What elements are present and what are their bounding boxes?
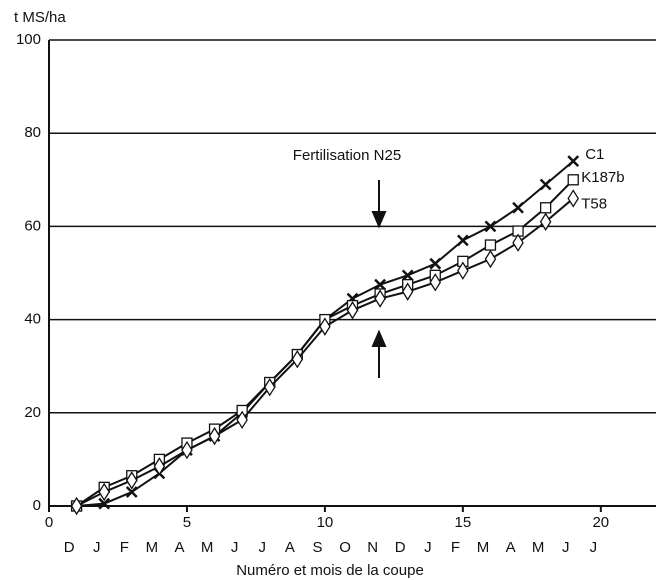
month-label: J	[590, 539, 598, 556]
marker	[539, 202, 552, 214]
y-tick-label: 80	[24, 124, 41, 141]
marker	[429, 257, 442, 270]
month-label: D	[395, 539, 406, 556]
marker	[484, 220, 497, 233]
y-axis-label: t MS/ha	[14, 9, 66, 26]
marker	[512, 201, 524, 214]
month-label: F	[120, 539, 129, 556]
arrows	[371, 180, 387, 378]
marker	[98, 482, 110, 502]
marker	[539, 212, 552, 231]
marker	[263, 377, 276, 397]
x-tick-label: 15	[455, 514, 472, 531]
series-label: C1	[585, 146, 604, 163]
marker	[567, 189, 579, 208]
marker	[484, 249, 497, 269]
marker	[401, 282, 414, 301]
marker	[567, 174, 579, 186]
series-label: T58	[581, 195, 607, 212]
marker	[346, 301, 359, 320]
month-label: A	[285, 539, 295, 556]
marker	[153, 457, 166, 476]
month-label: J	[93, 539, 101, 556]
x-tick-label: 0	[45, 514, 53, 531]
y-tick-label: 60	[24, 217, 41, 234]
month-label: N	[367, 539, 378, 556]
series: C1	[70, 146, 604, 512]
month-label: M	[146, 539, 159, 556]
y-tick-label: 100	[16, 31, 41, 48]
marker	[484, 239, 497, 251]
month-label: A	[506, 539, 516, 556]
month-label: O	[339, 539, 351, 556]
marker	[567, 155, 580, 168]
month-label: J	[231, 539, 239, 556]
y-tick-label: 40	[24, 311, 41, 328]
marker	[374, 289, 386, 308]
marker	[236, 410, 248, 430]
month-label: M	[477, 539, 490, 556]
month-label: J	[424, 539, 432, 556]
month-label: J	[259, 539, 267, 556]
month-label: M	[201, 539, 214, 556]
marker	[457, 261, 469, 280]
marker	[208, 426, 221, 446]
marker	[512, 233, 524, 252]
x-tick-label: 10	[317, 514, 334, 531]
month-label: M	[532, 539, 545, 556]
month-label: J	[562, 539, 570, 556]
y-tick-label: 0	[33, 497, 41, 514]
month-label: S	[312, 539, 322, 556]
marker	[70, 496, 83, 516]
marker	[429, 273, 442, 292]
marker	[539, 178, 552, 191]
x-tick-label: 20	[592, 514, 609, 531]
series-label: K187b	[581, 169, 624, 186]
series: T58	[70, 189, 607, 516]
marker	[319, 317, 331, 336]
month-label: D	[64, 539, 75, 556]
line	[76, 197, 574, 507]
marker	[126, 471, 138, 490]
annotation: Fertilisation N25	[293, 147, 401, 164]
marker	[456, 234, 469, 247]
marker	[374, 278, 386, 291]
marker	[98, 497, 111, 510]
y-tick-label: 20	[24, 404, 41, 421]
marker	[125, 486, 138, 498]
month-label: F	[451, 539, 460, 556]
x-tick-label: 5	[183, 514, 191, 531]
marker	[181, 440, 193, 460]
marker	[401, 269, 414, 282]
x-axis-label: Numéro et mois de la coupe	[236, 562, 424, 579]
month-label: A	[174, 539, 184, 556]
line	[76, 179, 574, 507]
marker	[291, 349, 304, 369]
